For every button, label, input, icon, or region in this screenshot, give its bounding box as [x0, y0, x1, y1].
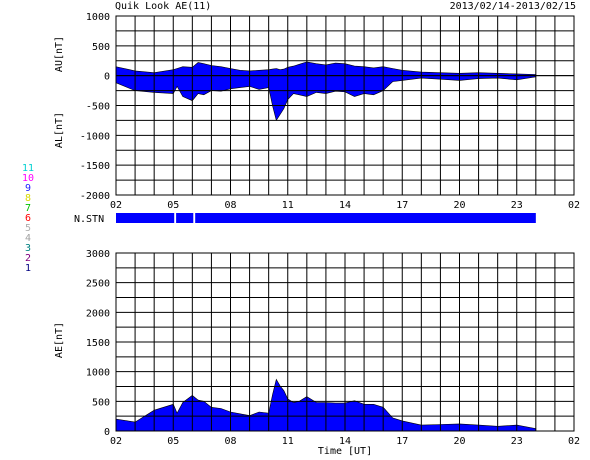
n-stn-bar — [116, 213, 536, 223]
legend-entry: 3 — [24, 243, 32, 254]
au-al-grid — [115, 15, 575, 196]
au-al-ytick-label: -1000 — [80, 131, 110, 142]
au-al-ytick-label: 500 — [92, 42, 110, 53]
ae-ylabel: AE[nT] — [54, 322, 65, 358]
date-range: 2013/02/14-2013/02/15 — [449, 1, 576, 12]
ae-xtick-label: 14 — [339, 436, 351, 447]
legend-entry: 8 — [24, 193, 32, 204]
au-al-ytick-label: -500 — [86, 102, 110, 113]
au-al-xtick-label: 23 — [511, 200, 523, 211]
au-al-ytick-label: -2000 — [80, 191, 110, 202]
ae-ytick-label: 2000 — [86, 308, 110, 319]
au-al-series-al — [115, 75, 537, 122]
legend-entry: 11 — [21, 163, 35, 174]
ae-xtick-label: 02 — [110, 436, 122, 447]
ae-ytick-label: 3000 — [86, 249, 110, 260]
au-al-xtick-label: 02 — [568, 200, 580, 211]
au-al-frame — [115, 15, 575, 196]
au-al-xtick-label: 05 — [167, 200, 179, 211]
au-al-ytick-label: -1500 — [80, 161, 110, 172]
n-stn-segment — [195, 213, 536, 223]
ae-ytick-label: 1000 — [86, 368, 110, 379]
x-axis-title: Time [UT] — [318, 446, 372, 457]
ae-xtick-label: 20 — [453, 436, 465, 447]
ae-xtick-label: 17 — [396, 436, 408, 447]
ae-xtick-label: 11 — [282, 436, 294, 447]
n-stn-segment — [176, 213, 194, 223]
ae-ytick-label: 1500 — [86, 338, 110, 349]
ae-frame — [115, 252, 575, 432]
legend-entry: 9 — [24, 183, 32, 194]
au-ylabel: AU[nT] — [54, 36, 65, 72]
ae-grid — [115, 252, 575, 432]
legend-entry: 4 — [24, 233, 32, 244]
au-al-ytick-label: 0 — [104, 72, 110, 83]
au-al-xtick-label: 20 — [453, 200, 465, 211]
au-al-xtick-label: 02 — [110, 200, 122, 211]
ae-ytick-label: 500 — [92, 397, 110, 408]
legend-entry: 2 — [24, 253, 32, 264]
au-al-xtick-label: 08 — [224, 200, 236, 211]
au-al-xtick-label: 17 — [396, 200, 408, 211]
n-stn-segment — [116, 213, 175, 223]
legend-entry: 10 — [21, 173, 35, 184]
ae-ytick-label: 0 — [104, 427, 110, 438]
chart-title: Quik Look AE(11) — [115, 1, 212, 12]
nstn-ylabel: N.STN — [74, 214, 104, 225]
legend-entry: 7 — [24, 203, 32, 214]
ae-xtick-label: 05 — [167, 436, 179, 447]
al-ylabel: AL[nT] — [54, 112, 65, 148]
ae-xtick-label: 23 — [511, 436, 523, 447]
station-legend: 11 10 9 8 7 6 5 4 3 2 1 — [18, 164, 38, 274]
ae-ytick-label: 2500 — [86, 279, 110, 290]
au-al-xtick-label: 11 — [282, 200, 294, 211]
legend-entry: 5 — [24, 223, 32, 234]
au-al-ytick-label: 1000 — [86, 12, 110, 23]
ae-xtick-label: 02 — [568, 436, 580, 447]
legend-entry: 6 — [24, 213, 32, 224]
ae-xtick-label: 08 — [224, 436, 236, 447]
au-al-xtick-label: 14 — [339, 200, 351, 211]
legend-entry: 1 — [24, 263, 32, 274]
